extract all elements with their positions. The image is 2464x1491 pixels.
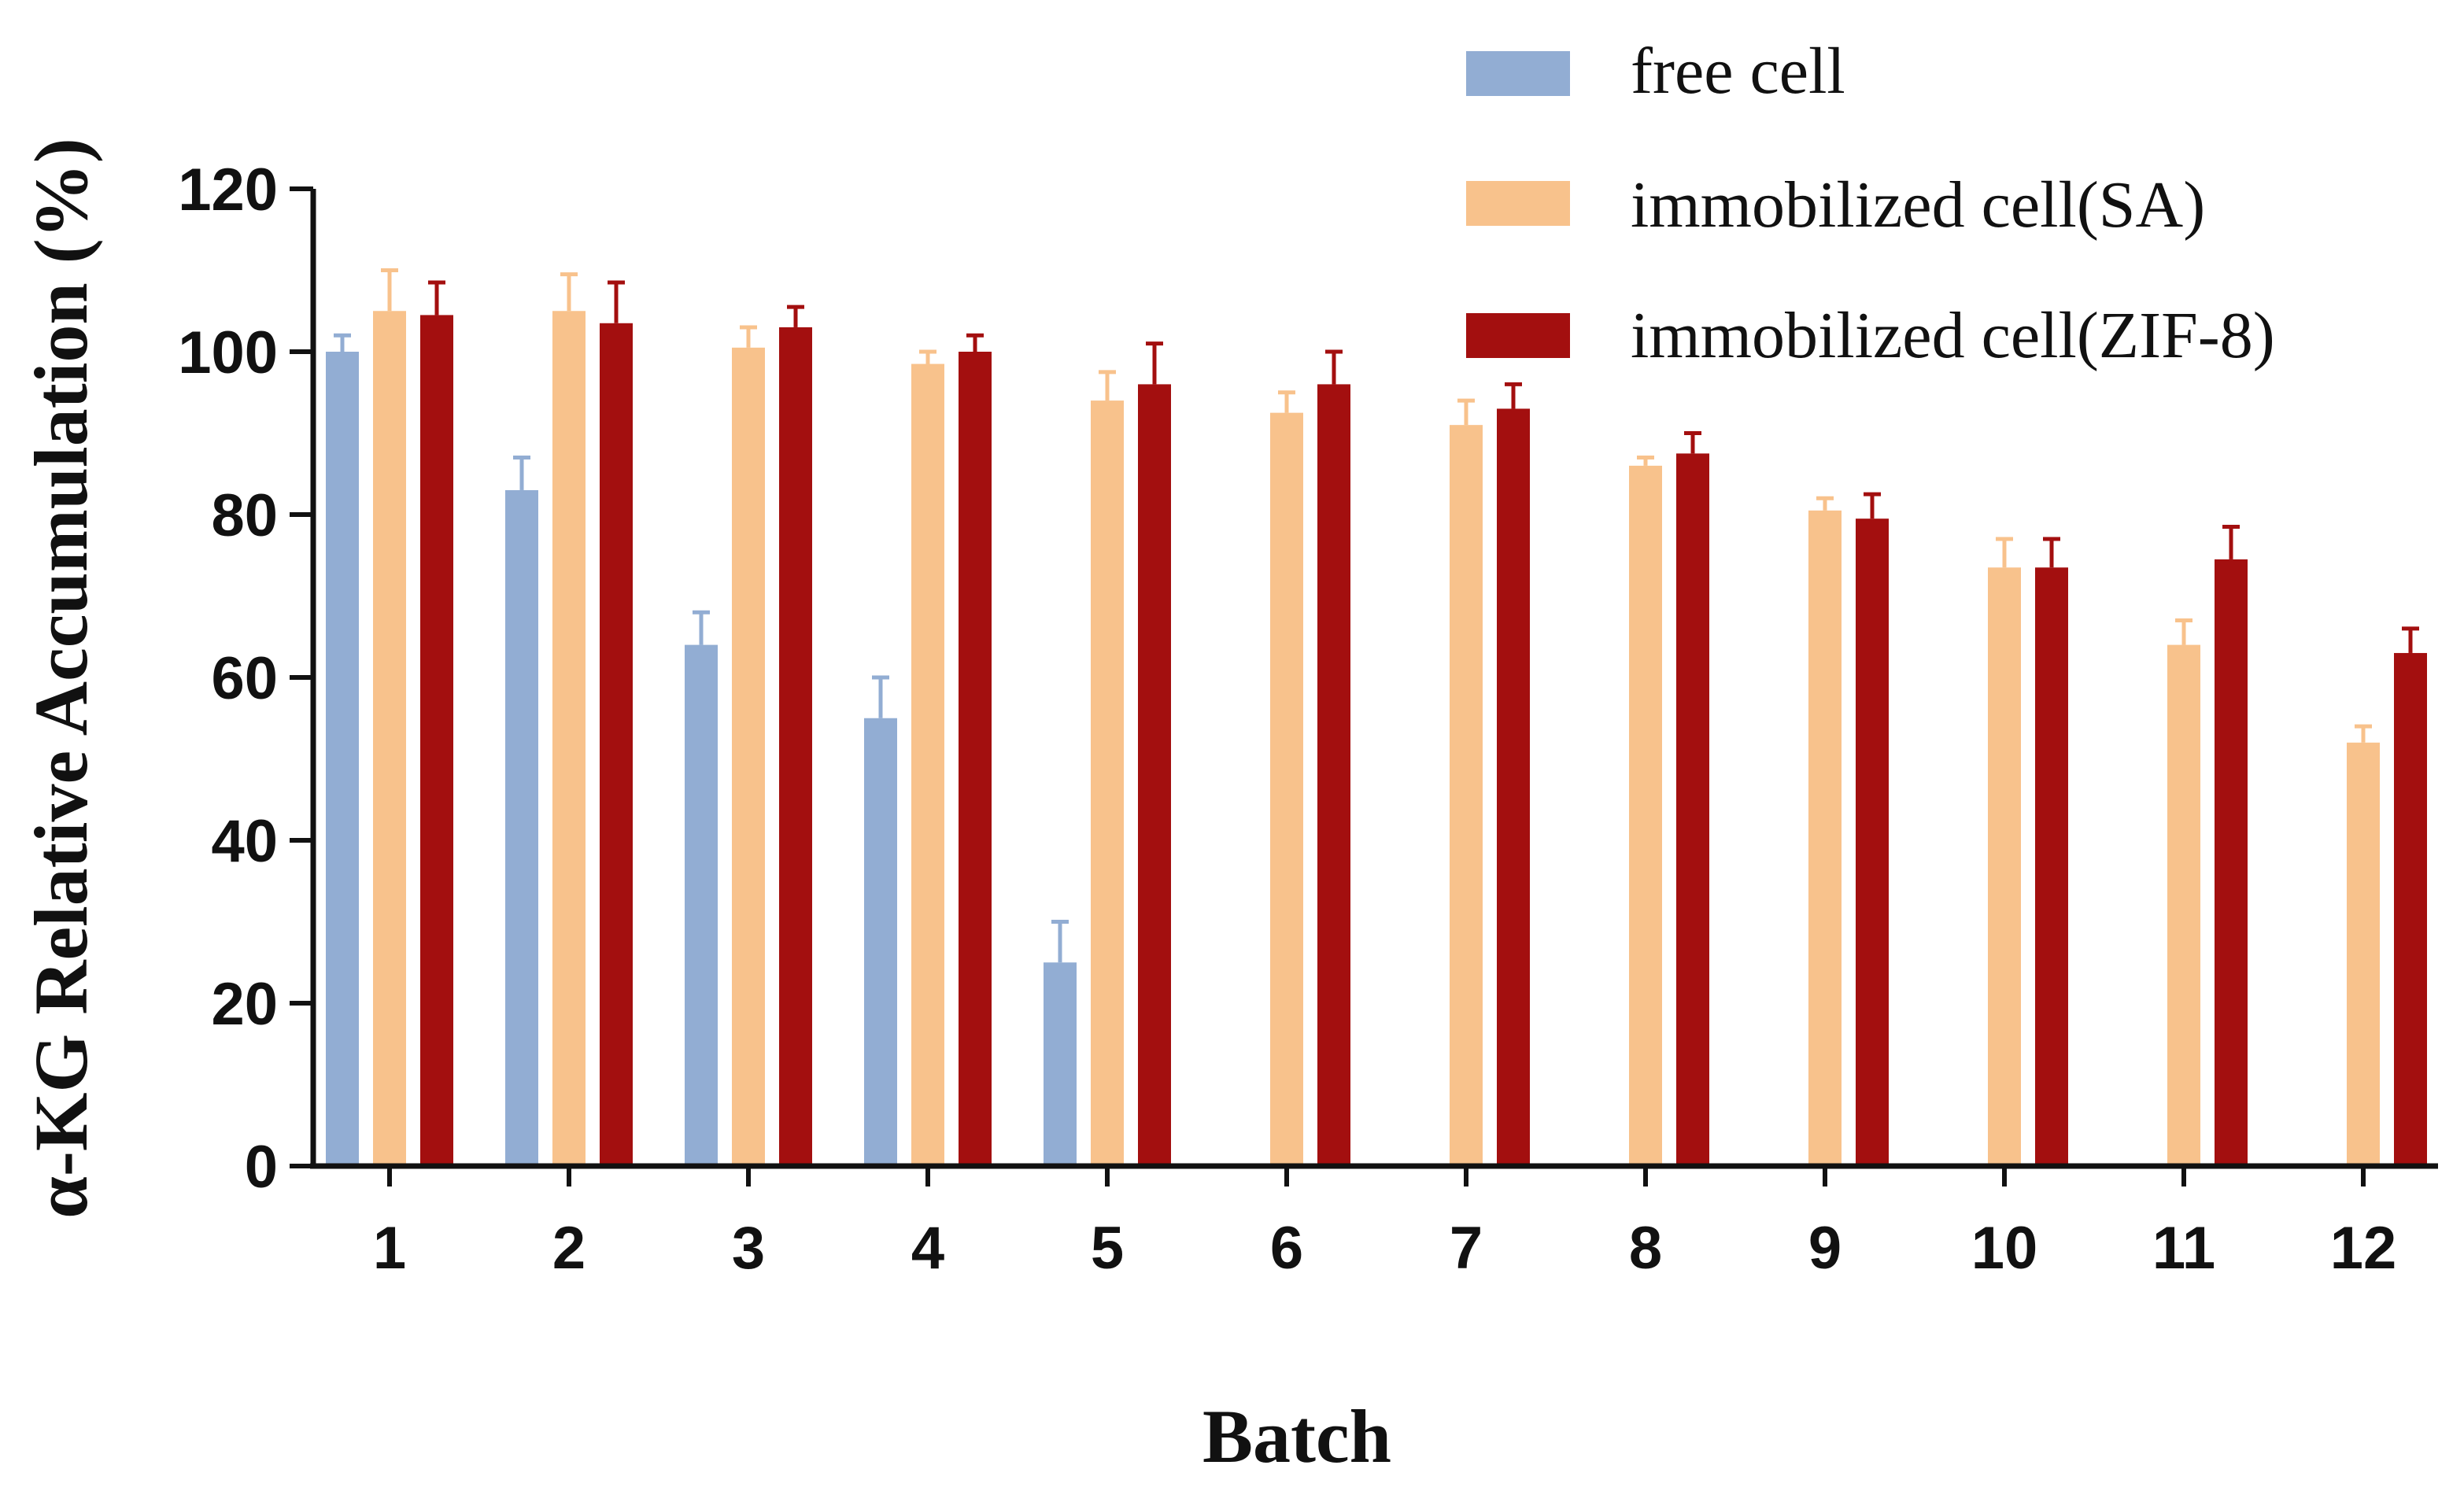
- y-tick-label-4: 80: [211, 482, 278, 549]
- bar-s1-c9: [1988, 567, 2021, 1166]
- bar-s1-c3: [911, 364, 944, 1166]
- y-tick-label-0: 0: [245, 1134, 278, 1201]
- bar-s2-c5: [1317, 384, 1350, 1166]
- y-tick-label-3: 60: [211, 645, 278, 712]
- bar-s1-c10: [2167, 644, 2200, 1166]
- bar-s2-c11: [2394, 652, 2427, 1166]
- bar-s1-c0: [373, 311, 406, 1166]
- x-tick-label-6: 7: [1450, 1215, 1483, 1282]
- bar-s2-c8: [1856, 519, 1889, 1166]
- legend-label-immobilized-sa: immobilized cell(SA): [1631, 168, 2205, 242]
- y-tick-label-2: 40: [211, 808, 278, 875]
- x-tick-label-1: 2: [552, 1215, 586, 1282]
- bar-s1-c6: [1450, 425, 1483, 1166]
- legend-swatch-immobilized-zif8: [1466, 313, 1570, 358]
- x-tick-label-10: 11: [2152, 1215, 2215, 1282]
- bar-s1-c8: [1808, 510, 1842, 1166]
- bar-s1-c4: [1091, 400, 1124, 1167]
- bar-s1-c1: [552, 311, 586, 1166]
- x-axis-title: Batch: [1202, 1394, 1391, 1478]
- bar-s2-c6: [1497, 408, 1530, 1166]
- x-tick-label-7: 8: [1629, 1215, 1662, 1282]
- bar-s0-c2: [685, 644, 718, 1166]
- bar-s2-c10: [2215, 559, 2248, 1166]
- bar-s2-c1: [600, 323, 633, 1166]
- bar-s2-c2: [779, 327, 812, 1167]
- bar-s0-c4: [1044, 962, 1077, 1166]
- x-tick-label-9: 10: [1971, 1215, 2038, 1282]
- bar-s1-c7: [1629, 465, 1662, 1166]
- bar-s0-c0: [326, 352, 359, 1166]
- legend: free cell immobilized cell(SA) immobiliz…: [1466, 35, 2275, 372]
- legend-swatch-free-cell: [1466, 51, 1570, 96]
- y-tick-label-1: 20: [211, 971, 278, 1038]
- x-tick-label-2: 3: [732, 1215, 765, 1282]
- x-tick-label-3: 4: [911, 1215, 944, 1282]
- bar-s2-c7: [1676, 453, 1709, 1166]
- x-tick-label-8: 9: [1808, 1215, 1842, 1282]
- x-tick-label-11: 12: [2330, 1215, 2397, 1282]
- bar-s2-c9: [2035, 567, 2068, 1166]
- bar-s1-c11: [2347, 742, 2380, 1166]
- bar-s0-c3: [864, 718, 897, 1166]
- legend-label-immobilized-zif8: immobilized cell(ZIF-8): [1631, 299, 2275, 372]
- legend-swatch-immobilized-sa: [1466, 181, 1570, 226]
- x-tick-label-0: 1: [373, 1215, 406, 1282]
- bar-s2-c3: [959, 352, 992, 1166]
- bar-s1-c2: [732, 347, 765, 1167]
- x-tick-label-5: 6: [1270, 1215, 1303, 1282]
- y-axis-title: α-KG Relative Accumulation (%): [19, 138, 103, 1218]
- bar-s2-c4: [1138, 384, 1171, 1166]
- bar-s0-c1: [505, 489, 538, 1166]
- y-tick-label-5: 100: [178, 319, 278, 386]
- legend-label-free-cell: free cell: [1631, 35, 1845, 108]
- x-tick-label-4: 5: [1091, 1215, 1124, 1282]
- y-tick-label-6: 120: [178, 157, 278, 223]
- error-bars-group: [334, 268, 2419, 963]
- bar-s1-c5: [1270, 412, 1303, 1166]
- bars-group: [326, 311, 2427, 1167]
- y-axis-ticks: 0 20 40 60 80 100 120: [178, 157, 313, 1201]
- bar-s2-c0: [420, 315, 453, 1166]
- x-axis-ticks: 1 2 3 4 5 6 7 8 9 10 11 12: [373, 1166, 2396, 1282]
